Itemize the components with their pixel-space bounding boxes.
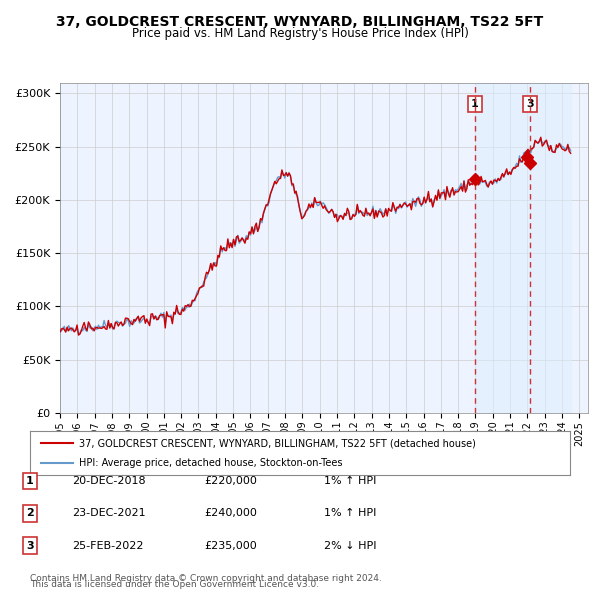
Text: Price paid vs. HM Land Registry's House Price Index (HPI): Price paid vs. HM Land Registry's House … bbox=[131, 27, 469, 40]
Text: Contains HM Land Registry data © Crown copyright and database right 2024.: Contains HM Land Registry data © Crown c… bbox=[30, 574, 382, 583]
Text: 1% ↑ HPI: 1% ↑ HPI bbox=[324, 476, 376, 486]
Text: 1: 1 bbox=[471, 99, 479, 109]
Text: £235,000: £235,000 bbox=[204, 541, 257, 550]
Text: 3: 3 bbox=[526, 99, 534, 109]
Text: 37, GOLDCREST CRESCENT, WYNYARD, BILLINGHAM, TS22 5FT (detached house): 37, GOLDCREST CRESCENT, WYNYARD, BILLING… bbox=[79, 438, 475, 448]
Text: 23-DEC-2021: 23-DEC-2021 bbox=[72, 509, 146, 518]
Text: This data is licensed under the Open Government Licence v3.0.: This data is licensed under the Open Gov… bbox=[30, 580, 319, 589]
Text: 20-DEC-2018: 20-DEC-2018 bbox=[72, 476, 146, 486]
Text: 2% ↓ HPI: 2% ↓ HPI bbox=[324, 541, 377, 550]
Text: £240,000: £240,000 bbox=[204, 509, 257, 518]
Text: £220,000: £220,000 bbox=[204, 476, 257, 486]
Text: 25-FEB-2022: 25-FEB-2022 bbox=[72, 541, 143, 550]
Text: 1: 1 bbox=[26, 476, 34, 486]
Text: 3: 3 bbox=[26, 541, 34, 550]
Text: 37, GOLDCREST CRESCENT, WYNYARD, BILLINGHAM, TS22 5FT: 37, GOLDCREST CRESCENT, WYNYARD, BILLING… bbox=[56, 15, 544, 29]
Text: HPI: Average price, detached house, Stockton-on-Tees: HPI: Average price, detached house, Stoc… bbox=[79, 458, 342, 467]
Text: 1% ↑ HPI: 1% ↑ HPI bbox=[324, 509, 376, 518]
Text: 2: 2 bbox=[26, 509, 34, 518]
